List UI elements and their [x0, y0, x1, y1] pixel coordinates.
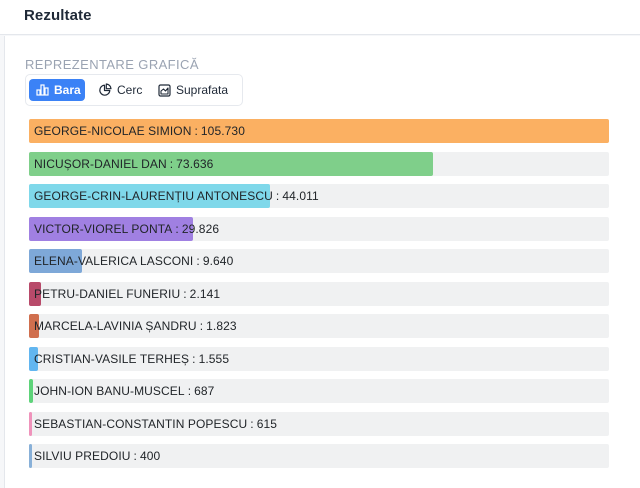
bar-row: ELENA-VALERICA LASCONI:9.640: [29, 249, 609, 273]
bar-row: CRISTIAN-VASILE TERHEȘ:1.555: [29, 347, 609, 371]
label-separator: :: [133, 449, 137, 463]
vote-count: 44.011: [282, 189, 319, 203]
vote-count: 615: [256, 417, 278, 431]
bar-label: CRISTIAN-VASILE TERHEȘ:1.555: [34, 347, 229, 371]
candidate-name: JOHN-ION BANU-MUSCEL: [34, 384, 185, 398]
bar-label: MARCELA-LAVINIA ȘANDRU:1.823: [34, 314, 237, 338]
bar: [29, 444, 32, 468]
bar-label: VICTOR-VIOREL PONTA:29.826: [34, 217, 219, 241]
label-separator: :: [196, 254, 200, 268]
bar: [29, 152, 433, 176]
bar-label: SEBASTIAN-CONSTANTIN POPESCU:615: [34, 412, 277, 436]
chart-type-tabs: Bara Cerc Suprafata: [25, 74, 243, 106]
vote-count: 73.636: [176, 157, 214, 171]
candidate-name: GEORGE-NICOLAE SIMION: [34, 124, 192, 138]
label-separator: :: [250, 417, 254, 431]
label-separator: :: [169, 157, 174, 171]
bar-row: PETRU-DANIEL FUNERIU:2.141: [29, 282, 609, 306]
tab-bar[interactable]: Bara: [29, 79, 85, 101]
bar: [29, 412, 33, 436]
candidate-name: NICUȘOR-DANIEL DAN: [34, 157, 167, 171]
label-separator: :: [199, 319, 204, 333]
tab-cerc[interactable]: Cerc: [94, 79, 146, 101]
candidate-name: CRISTIAN-VASILE TERHEȘ: [34, 352, 190, 366]
bar-row: GEORGE-NICOLAE SIMION:105.730: [29, 119, 609, 143]
bar: [29, 314, 39, 338]
bar: [29, 379, 33, 403]
bar-row: SILVIU PREDOIU:400: [29, 444, 609, 468]
label-separator: :: [187, 384, 192, 398]
bar-label: SILVIU PREDOIU:400: [34, 444, 160, 468]
results-header: Rezultate: [0, 0, 640, 35]
tab-bar-label: Bara: [54, 83, 81, 97]
vote-count: 9.640: [202, 254, 234, 268]
bar: [29, 119, 609, 143]
vote-count: 687: [194, 384, 215, 398]
bar: [29, 184, 271, 208]
bar-chart-icon: [36, 84, 49, 96]
bar-label: ELENA-VALERICA LASCONI:9.640: [34, 249, 233, 273]
bar: [29, 217, 193, 241]
bar-row: GEORGE-CRIN-LAURENȚIU ANTONESCU:44.011: [29, 184, 609, 208]
area-chart-icon: [158, 83, 171, 97]
bar-label: GEORGE-CRIN-LAURENȚIU ANTONESCU:44.011: [34, 184, 319, 208]
vote-count: 1.555: [198, 352, 230, 366]
candidate-name: GEORGE-CRIN-LAURENȚIU ANTONESCU: [34, 189, 273, 203]
vote-count: 1.823: [206, 319, 237, 333]
bar-label: PETRU-DANIEL FUNERIU:2.141: [34, 282, 220, 306]
bar-label: NICUȘOR-DANIEL DAN:73.636: [34, 152, 213, 176]
tab-suprafata-label: Suprafata: [176, 83, 229, 97]
label-separator: :: [275, 189, 280, 203]
candidate-name: VICTOR-VIOREL PONTA: [34, 222, 173, 236]
bar-row: MARCELA-LAVINIA ȘANDRU:1.823: [29, 314, 609, 338]
tab-suprafata[interactable]: Suprafata: [154, 79, 238, 101]
label-separator: :: [183, 287, 187, 301]
candidate-name: ELENA-VALERICA LASCONI: [34, 254, 194, 268]
section-label: REPREZENTARE GRAFICĂ: [25, 57, 199, 72]
bar-row: JOHN-ION BANU-MUSCEL:687: [29, 379, 609, 403]
pie-chart-icon: [98, 83, 112, 97]
bar-label: GEORGE-NICOLAE SIMION:105.730: [34, 119, 245, 143]
vote-count: 105.730: [200, 124, 245, 138]
bar-row: VICTOR-VIOREL PONTA:29.826: [29, 217, 609, 241]
results-card: REPREZENTARE GRAFICĂ Bara Cerc: [4, 36, 640, 488]
bar: [29, 282, 41, 306]
candidate-name: MARCELA-LAVINIA ȘANDRU: [34, 319, 197, 333]
page-title: Rezultate: [24, 7, 92, 24]
label-separator: :: [175, 222, 179, 236]
bar-label: JOHN-ION BANU-MUSCEL:687: [34, 379, 214, 403]
tab-cerc-label: Cerc: [117, 83, 143, 97]
label-separator: :: [192, 352, 196, 366]
bar-row: NICUȘOR-DANIEL DAN:73.636: [29, 152, 609, 176]
candidate-name: SEBASTIAN-CONSTANTIN POPESCU: [34, 417, 248, 431]
vote-count: 2.141: [189, 287, 221, 301]
vote-count: 400: [139, 449, 161, 463]
candidate-name: PETRU-DANIEL FUNERIU: [34, 287, 181, 301]
vote-count: 29.826: [181, 222, 220, 236]
bar-row: SEBASTIAN-CONSTANTIN POPESCU:615: [29, 412, 609, 436]
bar: [29, 249, 82, 273]
label-separator: :: [194, 124, 198, 138]
bar: [29, 347, 38, 371]
candidate-name: SILVIU PREDOIU: [34, 449, 131, 463]
